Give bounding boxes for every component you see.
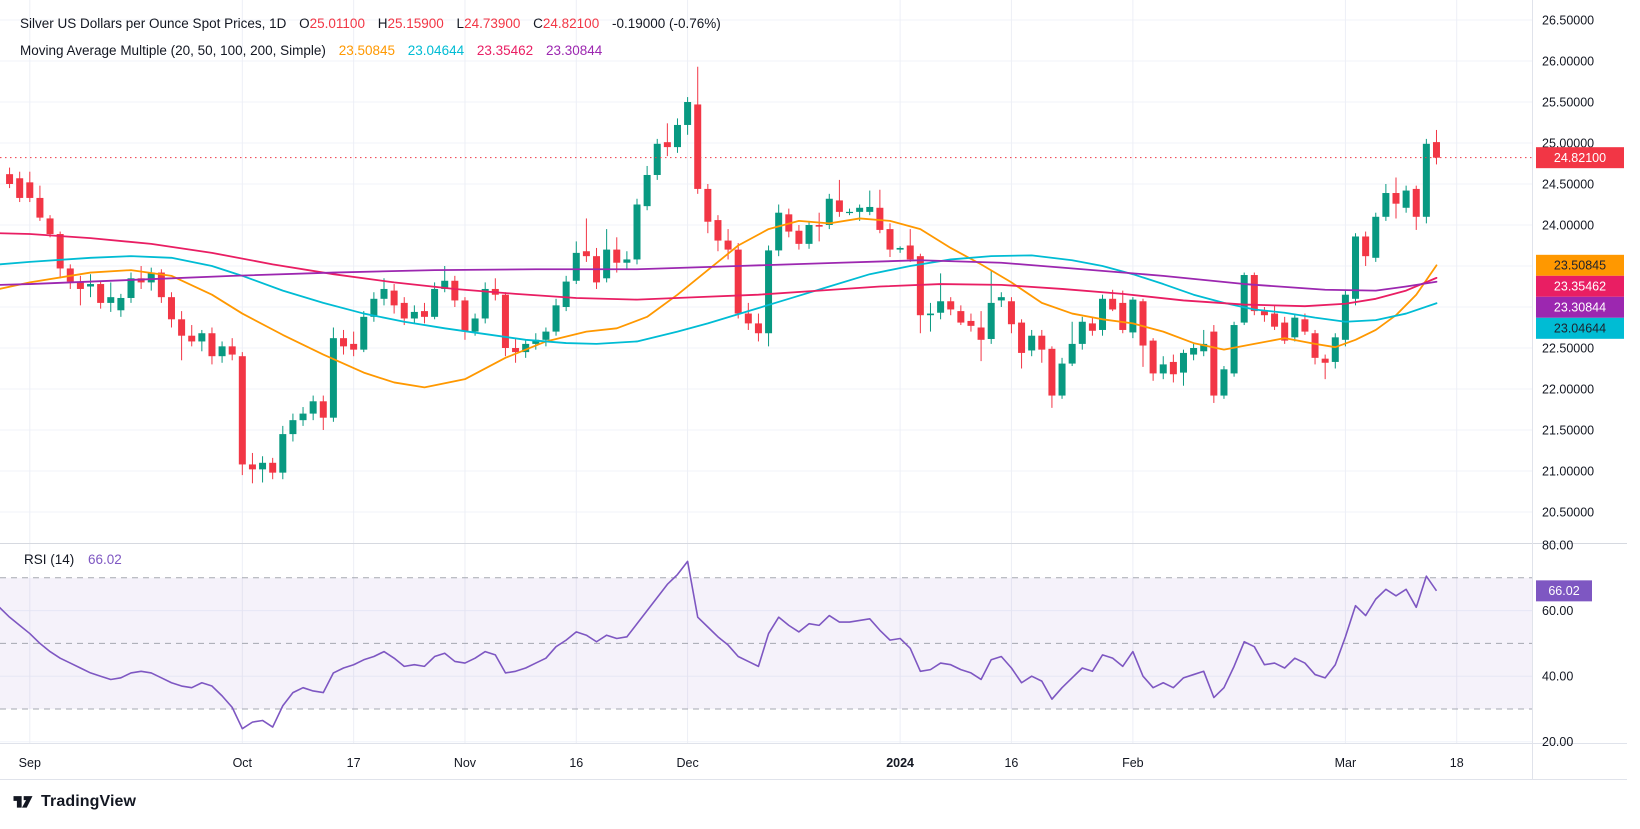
rsi-level-lines xyxy=(0,577,1532,710)
ma200-line xyxy=(0,259,1438,292)
svg-text:25.00000: 25.00000 xyxy=(1542,136,1594,150)
svg-text:23.30844: 23.30844 xyxy=(1554,301,1606,315)
price-gridlines xyxy=(0,19,1532,513)
svg-text:23.04644: 23.04644 xyxy=(1554,322,1606,336)
svg-text:Dec: Dec xyxy=(676,756,698,770)
symbol-title[interactable]: Silver US Dollars per Ounce Spot Prices,… xyxy=(20,16,287,31)
price-badge: 23.35462 xyxy=(1536,275,1624,297)
svg-text:80.00: 80.00 xyxy=(1542,538,1573,552)
svg-text:Oct: Oct xyxy=(233,756,253,770)
ma200-value: 23.30844 xyxy=(545,43,603,58)
svg-text:40.00: 40.00 xyxy=(1542,670,1573,684)
ma20-line xyxy=(0,217,1438,389)
rsi-badge: 66.02 xyxy=(1536,580,1592,602)
close-value: 24.82100 xyxy=(542,16,600,31)
svg-text:21.00000: 21.00000 xyxy=(1542,464,1594,478)
tradingview-logo[interactable]: TradingView xyxy=(12,792,136,811)
low-label: L xyxy=(456,16,465,31)
rsi-line xyxy=(0,560,1438,730)
svg-text:24.00000: 24.00000 xyxy=(1542,218,1594,232)
svg-text:22.50000: 22.50000 xyxy=(1542,341,1594,355)
ma50-value: 23.04644 xyxy=(407,43,465,58)
open-value: 25.01100 xyxy=(309,16,365,31)
ma50-line xyxy=(0,254,1438,345)
open-label: O xyxy=(299,16,310,31)
svg-text:18: 18 xyxy=(1450,756,1464,770)
svg-text:20.00: 20.00 xyxy=(1542,735,1573,749)
svg-text:25.50000: 25.50000 xyxy=(1542,95,1594,109)
high-label: H xyxy=(377,16,388,31)
svg-text:Feb: Feb xyxy=(1122,756,1144,770)
rsi-value: 66.02 xyxy=(88,552,122,567)
svg-text:26.50000: 26.50000 xyxy=(1542,13,1594,27)
tradingview-logo-icon xyxy=(13,796,33,808)
high-value: 25.15900 xyxy=(387,16,444,31)
svg-text:21.50000: 21.50000 xyxy=(1542,423,1594,437)
svg-text:20.50000: 20.50000 xyxy=(1542,505,1594,519)
pane-borders xyxy=(0,0,1627,780)
price-badge: 23.30844 xyxy=(1536,296,1624,318)
svg-text:26.00000: 26.00000 xyxy=(1542,54,1594,68)
ma-indicator-title[interactable]: Moving Average Multiple (20, 50, 100, 20… xyxy=(20,43,326,58)
symbol-header-row1: Silver US Dollars per Ounce Spot Prices,… xyxy=(20,10,721,37)
svg-text:23.50845: 23.50845 xyxy=(1554,259,1606,273)
price-badge: 23.04644 xyxy=(1536,317,1624,339)
price-badge: 23.50845 xyxy=(1536,254,1624,276)
rsi-indicator-header: RSI (14) 66.02 xyxy=(24,552,122,567)
svg-text:60.00: 60.00 xyxy=(1542,604,1573,618)
svg-text:16: 16 xyxy=(569,756,583,770)
time-axis[interactable]: Sep Oct 17 Nov 16 Dec 2024 16 Feb Mar 18 xyxy=(19,756,1464,770)
ma-indicator-row: Moving Average Multiple (20, 50, 100, 20… xyxy=(20,37,721,64)
svg-text:23.35462: 23.35462 xyxy=(1554,280,1606,294)
svg-text:66.02: 66.02 xyxy=(1548,584,1579,598)
price-badge: 24.82100 xyxy=(1536,147,1624,169)
svg-text:17: 17 xyxy=(347,756,361,770)
ma100-value: 23.35462 xyxy=(476,43,534,58)
symbol-header: Silver US Dollars per Ounce Spot Prices,… xyxy=(20,10,721,64)
change-value: -0.19000 (-0.76%) xyxy=(611,16,721,31)
tradingview-logo-text: TradingView xyxy=(41,792,137,810)
svg-text:Nov: Nov xyxy=(454,756,477,770)
svg-text:Sep: Sep xyxy=(19,756,41,770)
price-axis-badges: 24.82100 23.50845 23.35462 23.30844 23.04644… xyxy=(1536,147,1624,602)
close-label: C xyxy=(533,16,543,31)
svg-text:Mar: Mar xyxy=(1335,756,1357,770)
svg-text:22.00000: 22.00000 xyxy=(1542,382,1594,396)
rsi-gridlines xyxy=(0,610,1532,743)
low-value: 24.73900 xyxy=(464,16,521,31)
ma100-line xyxy=(0,232,1438,308)
rsi-axis[interactable]: 80.00 60.00 40.00 20.00 xyxy=(1542,538,1573,749)
svg-text:24.50000: 24.50000 xyxy=(1542,177,1594,191)
rsi-indicator-title[interactable]: RSI (14) xyxy=(24,552,75,567)
ma20-value: 23.50845 xyxy=(338,43,396,58)
svg-text:2024: 2024 xyxy=(886,756,914,770)
svg-text:16: 16 xyxy=(1004,756,1018,770)
candlestick-series[interactable] xyxy=(6,66,1440,484)
svg-text:24.82100: 24.82100 xyxy=(1554,151,1606,165)
